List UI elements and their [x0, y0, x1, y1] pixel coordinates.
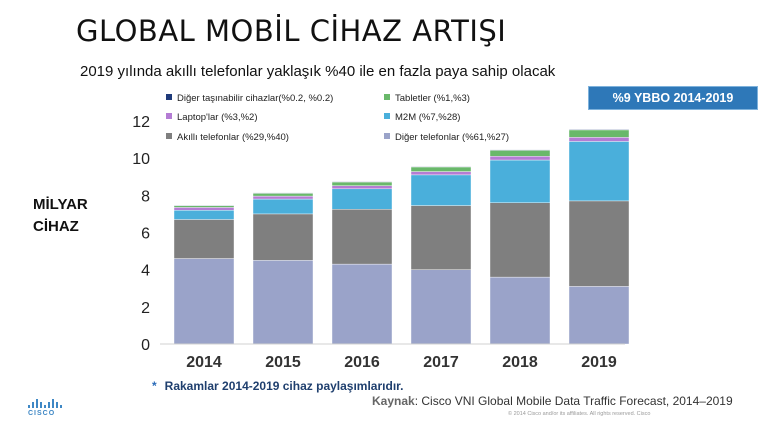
bar-segment-m2m — [173, 209, 235, 220]
source-label: Kaynak — [372, 394, 415, 408]
legend-swatch-smartphones — [166, 133, 172, 139]
bar-segment-other_phones — [173, 258, 235, 345]
source-note: Kaynak: Cisco VNI Global Mobile Data Tra… — [372, 394, 733, 408]
legend-swatch-tablets — [384, 94, 390, 100]
slide-subtitle: 2019 yılında akıllı telefonlar yaklaşık … — [80, 63, 556, 80]
legend-swatch-m2m — [384, 113, 390, 119]
legend-label-smartphones: Akıllı telefonlar (%29,%40) — [177, 132, 289, 143]
legend-swatch-other_portable — [166, 94, 172, 100]
bar-segment-m2m — [568, 141, 630, 202]
cagr-text: %9 YBBO 2014-2019 — [612, 91, 734, 105]
footnote-text: Rakamlar 2014-2019 cihaz paylaşımlarıdır… — [164, 379, 404, 393]
bar-segment-smartphones — [252, 213, 314, 261]
y-tick-label: 0 — [141, 337, 150, 354]
legend-label-laptops: Laptop'lar (%3,%2) — [177, 112, 258, 123]
y-tick-label: 12 — [132, 114, 150, 131]
bar-segment-other_portable — [568, 129, 630, 131]
x-tick-label: 2016 — [344, 354, 380, 371]
cisco-logo-bars-icon — [28, 399, 64, 408]
bar-segment-other_phones — [331, 263, 393, 345]
legend-label-tablets: Tabletler (%1,%3) — [395, 93, 470, 104]
bar-segment-other_portable — [331, 181, 393, 183]
x-tick-label: 2015 — [265, 354, 301, 371]
y-tick-label: 6 — [141, 226, 150, 243]
bar-segment-tablets — [568, 129, 630, 138]
bar-segment-laptops — [173, 207, 235, 211]
cisco-logo-text: CISCO — [28, 410, 56, 417]
bar-segment-m2m — [252, 198, 314, 215]
bar-segment-tablets — [489, 150, 551, 157]
bar-segment-other_phones — [252, 260, 314, 345]
bar-segment-tablets — [252, 193, 314, 197]
bar-segment-smartphones — [568, 200, 630, 287]
legend-label-m2m: M2M (%7,%28) — [395, 112, 460, 123]
bar-segment-other_phones — [410, 269, 472, 345]
y-tick-label: 8 — [141, 188, 150, 205]
bar-segment-laptops — [568, 137, 630, 142]
legend-swatch-other_phones — [384, 133, 390, 139]
bar-segment-m2m — [331, 188, 393, 210]
bar-segment-other_phones — [489, 276, 551, 345]
unit-label-line2: CİHAZ — [33, 218, 79, 235]
bar-segment-other_phones — [568, 286, 630, 345]
bar-segment-smartphones — [410, 205, 472, 270]
bar-segment-tablets — [410, 166, 472, 172]
bar-segment-m2m — [410, 174, 472, 206]
cagr-badge: %9 YBBO 2014-2019 — [588, 86, 758, 110]
bar-segment-tablets — [331, 181, 393, 186]
bar-segment-smartphones — [331, 209, 393, 265]
unit-label-line1: MİLYAR — [33, 196, 88, 213]
bar-segment-laptops — [489, 156, 551, 161]
copyright-text: © 2014 Cisco and/or its affiliates. All … — [508, 411, 651, 417]
y-tick-label: 2 — [141, 300, 150, 317]
bar-segment-smartphones — [489, 202, 551, 278]
bar-segment-laptops — [331, 185, 393, 190]
legend-label-other_phones: Diğer telefonlar (%61,%27) — [395, 132, 509, 143]
legend-swatch-laptops — [166, 113, 172, 119]
x-tick-label: 2014 — [186, 354, 222, 371]
footnote-star: * — [152, 379, 157, 393]
footnote: * Rakamlar 2014-2019 cihaz paylaşımlarıdı… — [152, 379, 404, 393]
bar-segment-other_portable — [173, 204, 235, 206]
bar-segment-other_portable — [489, 149, 551, 151]
source-text: : Cisco VNI Global Mobile Data Traffic F… — [414, 394, 733, 408]
bar-segment-laptops — [252, 195, 314, 200]
unit-label: MİLYAR CİHAZ — [33, 194, 88, 238]
bar-segment-other_portable — [410, 166, 472, 168]
x-tick-label: 2019 — [581, 354, 617, 371]
bar-segment-m2m — [489, 159, 551, 203]
cisco-logo: CISCO — [28, 399, 64, 417]
slide-title: GLOBAL MOBİL CİHAZ ARTIŞI — [76, 14, 507, 48]
bar-segment-laptops — [410, 171, 472, 176]
x-tick-label: 2018 — [502, 354, 538, 371]
x-tick-label: 2017 — [423, 354, 459, 371]
bar-segment-other_portable — [252, 192, 314, 194]
y-tick-label: 4 — [141, 263, 150, 280]
bar-segment-smartphones — [173, 219, 235, 259]
y-tick-label: 10 — [132, 151, 150, 168]
legend-label-other_portable: Diğer taşınabilir cihazlar(%0.2, %0.2) — [177, 93, 333, 104]
